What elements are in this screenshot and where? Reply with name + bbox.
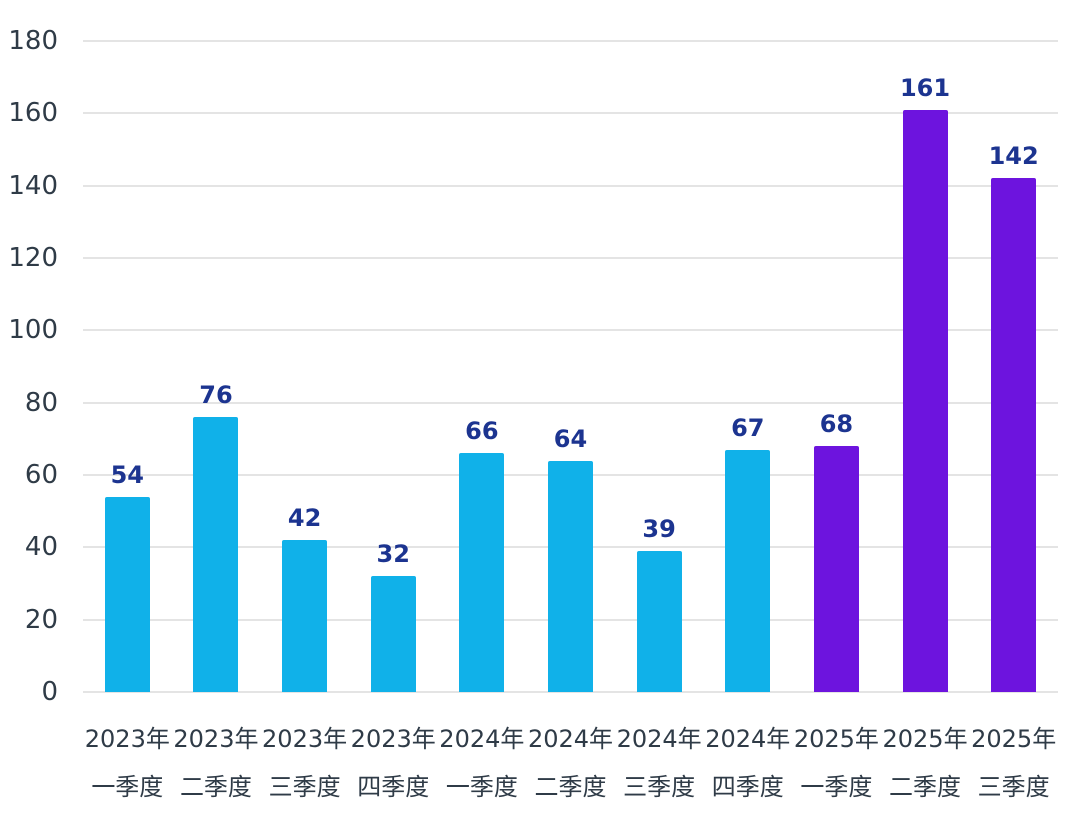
x-axis-label-year: 2024年 bbox=[616, 725, 702, 753]
gridline-180 bbox=[83, 40, 1058, 42]
gridline-100 bbox=[83, 329, 1058, 332]
bar bbox=[370, 576, 416, 692]
bar-value-label: 67 bbox=[731, 413, 765, 442]
x-axis-label-quarter: 三季度 bbox=[623, 773, 696, 801]
x-axis-label-year: 2024年 bbox=[527, 725, 614, 753]
y-tick-label-20: 20 bbox=[24, 604, 58, 635]
bar bbox=[459, 453, 505, 692]
bar-value-label: 142 bbox=[988, 142, 1039, 171]
gridline-80 bbox=[83, 401, 1058, 404]
x-axis-label-quarter: 三季度 bbox=[268, 773, 341, 801]
bar-value-label: 68 bbox=[819, 410, 854, 439]
x-axis-label: 2024年四季度 bbox=[703, 724, 792, 802]
bar bbox=[282, 540, 328, 692]
gridline-160 bbox=[83, 112, 1058, 115]
x-axis-label: 2025年二季度 bbox=[881, 724, 970, 802]
x-axis-label-year: 2024年 bbox=[705, 725, 791, 753]
bar-value-label: 39 bbox=[642, 514, 676, 543]
bar bbox=[813, 446, 859, 692]
bar bbox=[636, 550, 682, 692]
x-axis-label-quarter: 一季度 bbox=[91, 773, 164, 801]
bar-value-label: 42 bbox=[287, 504, 322, 533]
bar-value-label: 161 bbox=[899, 73, 951, 102]
y-tick-label-160: 160 bbox=[8, 98, 58, 129]
x-axis-label: 2024年三季度 bbox=[615, 724, 704, 802]
y-tick-label-0: 0 bbox=[41, 677, 58, 707]
gridline-120 bbox=[83, 257, 1058, 259]
x-axis-label: 2023年一季度 bbox=[83, 724, 172, 802]
bar bbox=[104, 496, 150, 692]
gridline-0 bbox=[83, 691, 1058, 693]
bar bbox=[193, 417, 239, 692]
y-tick-label-60: 60 bbox=[24, 460, 58, 490]
x-axis-label-quarter: 四季度 bbox=[357, 773, 430, 801]
bar-value-label: 54 bbox=[110, 460, 145, 489]
bar-value-label: 66 bbox=[465, 417, 499, 446]
x-axis-label-year: 2023年 bbox=[350, 725, 436, 753]
x-axis-label-quarter: 一季度 bbox=[800, 773, 873, 801]
bar-value-label: 64 bbox=[553, 424, 588, 453]
bar-value-label: 76 bbox=[199, 381, 233, 410]
bar bbox=[902, 109, 948, 692]
x-axis-label-quarter: 二季度 bbox=[889, 773, 962, 801]
bar bbox=[548, 460, 593, 692]
x-axis-label-year: 2023年 bbox=[173, 725, 259, 753]
y-tick-label-120: 120 bbox=[8, 243, 58, 273]
x-axis-label-quarter: 四季度 bbox=[711, 773, 784, 801]
x-axis-label: 2025年一季度 bbox=[792, 724, 881, 802]
bar bbox=[991, 178, 1037, 692]
y-tick-label-180: 180 bbox=[8, 26, 58, 56]
y-tick-label-80: 80 bbox=[24, 387, 58, 418]
bar-value-label: 32 bbox=[376, 540, 410, 569]
x-axis-label-year: 2025年 bbox=[971, 725, 1057, 753]
x-axis-label: 2023年三季度 bbox=[260, 724, 349, 802]
x-axis-label: 2025年三季度 bbox=[969, 724, 1058, 802]
bar bbox=[725, 449, 771, 692]
x-axis-label-quarter: 二季度 bbox=[534, 773, 607, 801]
x-axis-label-year: 2024年 bbox=[439, 725, 525, 753]
x-axis-label-year: 2025年 bbox=[793, 725, 879, 753]
x-axis-label: 2024年二季度 bbox=[526, 724, 615, 802]
gridline-140 bbox=[83, 184, 1058, 187]
x-axis-label-year: 2023年 bbox=[262, 725, 348, 753]
x-axis-label-quarter: 二季度 bbox=[179, 773, 252, 801]
x-axis-label-quarter: 三季度 bbox=[977, 773, 1050, 801]
x-axis-label-quarter: 一季度 bbox=[445, 773, 518, 801]
x-axis-label: 2024年一季度 bbox=[438, 724, 527, 802]
x-axis-label: 2023年二季度 bbox=[172, 724, 261, 802]
y-tick-label-100: 100 bbox=[8, 315, 58, 346]
x-axis-label-year: 2025年 bbox=[882, 725, 968, 753]
y-tick-label-40: 40 bbox=[24, 532, 58, 563]
x-axis-label: 2023年四季度 bbox=[349, 724, 438, 802]
y-tick-label-140: 140 bbox=[8, 170, 58, 201]
x-axis-label-year: 2023年 bbox=[84, 725, 170, 753]
